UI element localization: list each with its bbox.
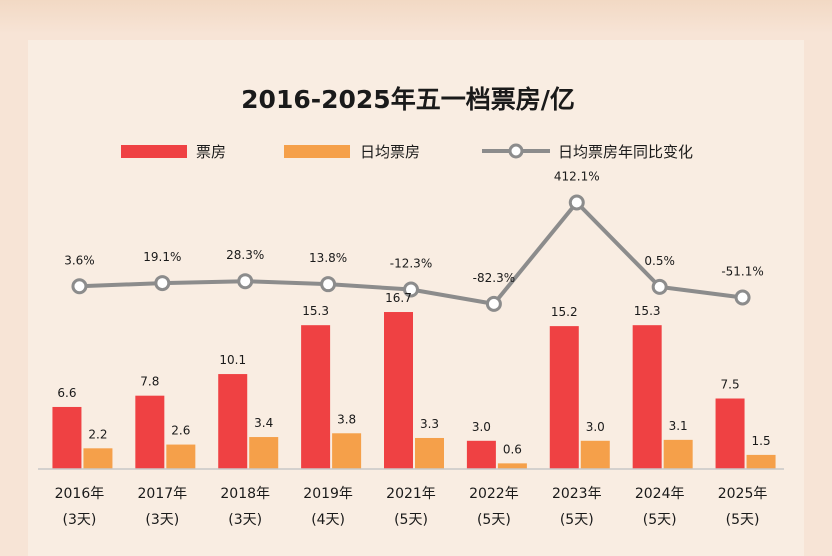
bar-daily-box-office-8 — [746, 454, 776, 469]
label-daily-box-office-0: 2.2 — [88, 427, 107, 441]
label-daily-box-office-8: 1.5 — [752, 434, 771, 448]
bar-daily-box-office-4 — [415, 437, 444, 469]
x-tick-year-0: 2016年 — [55, 486, 105, 502]
bar-daily-box-office-3 — [332, 433, 362, 469]
x-tick-year-8: 2025年 — [718, 486, 768, 502]
x-tick-days-4: (5天) — [394, 512, 428, 528]
x-tick-days-1: (3天) — [145, 512, 179, 528]
bar-daily-box-office-2 — [249, 437, 279, 469]
label-yoy-8: -51.1% — [721, 264, 763, 278]
label-yoy-0: 3.6% — [64, 253, 95, 267]
x-tick-days-6: (5天) — [560, 512, 594, 528]
label-yoy-1: 19.1% — [143, 250, 181, 264]
legend-swatch-yoy-marker — [508, 143, 524, 159]
label-box-office-1: 7.8 — [140, 375, 159, 389]
x-tick-days-0: (3天) — [63, 512, 97, 528]
legend-swatch-daily-box-office — [284, 145, 350, 158]
x-tick-labels-group: 2016年 (3天) 2017年 (3天) 2018年 (3天) 2019年 (4天) 2021… — [55, 486, 768, 528]
label-yoy-5: -82.3% — [473, 271, 515, 285]
x-tick-days-3: (4天) — [311, 512, 345, 528]
x-tick-year-4: 2021年 — [386, 486, 436, 502]
label-daily-box-office-3: 3.8 — [337, 412, 356, 426]
yoy-point-7 — [651, 278, 668, 295]
bar-box-office-8 — [715, 398, 745, 469]
x-tick-year-7: 2024年 — [635, 486, 685, 502]
legend-label-daily-box-office: 日均票房 — [360, 143, 420, 161]
chart-panel — [28, 40, 804, 556]
bar-box-office-1 — [135, 395, 165, 469]
label-daily-box-office-2: 3.4 — [254, 416, 273, 430]
x-tick-year-6: 2023年 — [552, 486, 602, 502]
bar-box-office-6 — [549, 326, 579, 469]
label-box-office-6: 15.2 — [551, 305, 578, 319]
x-tick-days-8: (5天) — [726, 512, 760, 528]
yoy-point-5 — [485, 295, 502, 312]
legend-label-box-office: 票房 — [196, 143, 226, 161]
yoy-point-0 — [71, 278, 88, 295]
yoy-point-3 — [320, 276, 337, 293]
top-background-strip — [0, 0, 832, 34]
label-box-office-5: 3.0 — [472, 420, 491, 434]
chart-title: 2016-2025年五一档票房/亿 — [241, 85, 575, 114]
label-daily-box-office-4: 3.3 — [420, 417, 439, 431]
label-daily-box-office-5: 0.6 — [503, 442, 522, 456]
x-tick-year-3: 2019年 — [303, 486, 353, 502]
bar-daily-box-office-6 — [580, 440, 610, 469]
bar-box-office-7 — [632, 325, 662, 469]
x-tick-days-7: (5天) — [643, 512, 677, 528]
label-yoy-7: 0.5% — [644, 254, 675, 268]
bar-daily-box-office-0 — [83, 448, 113, 469]
legend-swatch-box-office — [121, 145, 187, 158]
yoy-point-6 — [568, 194, 585, 211]
x-tick-year-5: 2022年 — [469, 486, 519, 502]
label-yoy-4: -12.3% — [390, 257, 432, 271]
yoy-point-8 — [734, 289, 751, 306]
label-daily-box-office-6: 3.0 — [586, 420, 605, 434]
legend: 票房 日均票房 日均票房年同比变化 — [121, 143, 693, 161]
yoy-line-group — [71, 194, 751, 312]
bar-box-office-0 — [52, 406, 82, 469]
bar-box-office-3 — [301, 325, 331, 469]
bars-group — [52, 312, 776, 469]
yoy-point-1 — [154, 275, 171, 292]
yoy-point-2 — [237, 273, 254, 290]
yoy-point-4 — [403, 281, 419, 298]
bar-daily-box-office-7 — [663, 439, 693, 469]
label-yoy-2: 28.3% — [226, 248, 264, 262]
label-yoy-3: 13.8% — [309, 251, 347, 265]
x-tick-year-1: 2017年 — [138, 486, 188, 502]
bar-daily-box-office-5 — [497, 463, 527, 469]
label-box-office-3: 15.3 — [302, 304, 329, 318]
label-box-office-8: 7.5 — [721, 378, 740, 392]
label-daily-box-office-1: 2.6 — [171, 424, 190, 438]
label-box-office-7: 15.3 — [634, 304, 661, 318]
legend-label-yoy: 日均票房年同比变化 — [558, 143, 693, 161]
label-box-office-0: 6.6 — [57, 386, 76, 400]
label-box-office-4: 16.7 — [385, 291, 412, 305]
label-yoy-6: 412.1% — [554, 170, 600, 184]
bar-daily-box-office-1 — [166, 444, 196, 469]
label-box-office-2: 10.1 — [219, 353, 246, 367]
bar-box-office-5 — [466, 440, 496, 469]
x-tick-days-5: (5天) — [477, 512, 511, 528]
bar-box-office-4 — [384, 312, 413, 469]
bar-box-office-2 — [218, 374, 248, 469]
x-tick-days-2: (3天) — [228, 512, 262, 528]
label-daily-box-office-7: 3.1 — [669, 419, 688, 433]
x-tick-year-2: 2018年 — [220, 486, 270, 502]
data-labels-group: 6.6 2.2 7.8 2.6 10.1 3.4 15.3 3.8 16.7 3.3 3.0 0.6 1… — [57, 170, 770, 457]
